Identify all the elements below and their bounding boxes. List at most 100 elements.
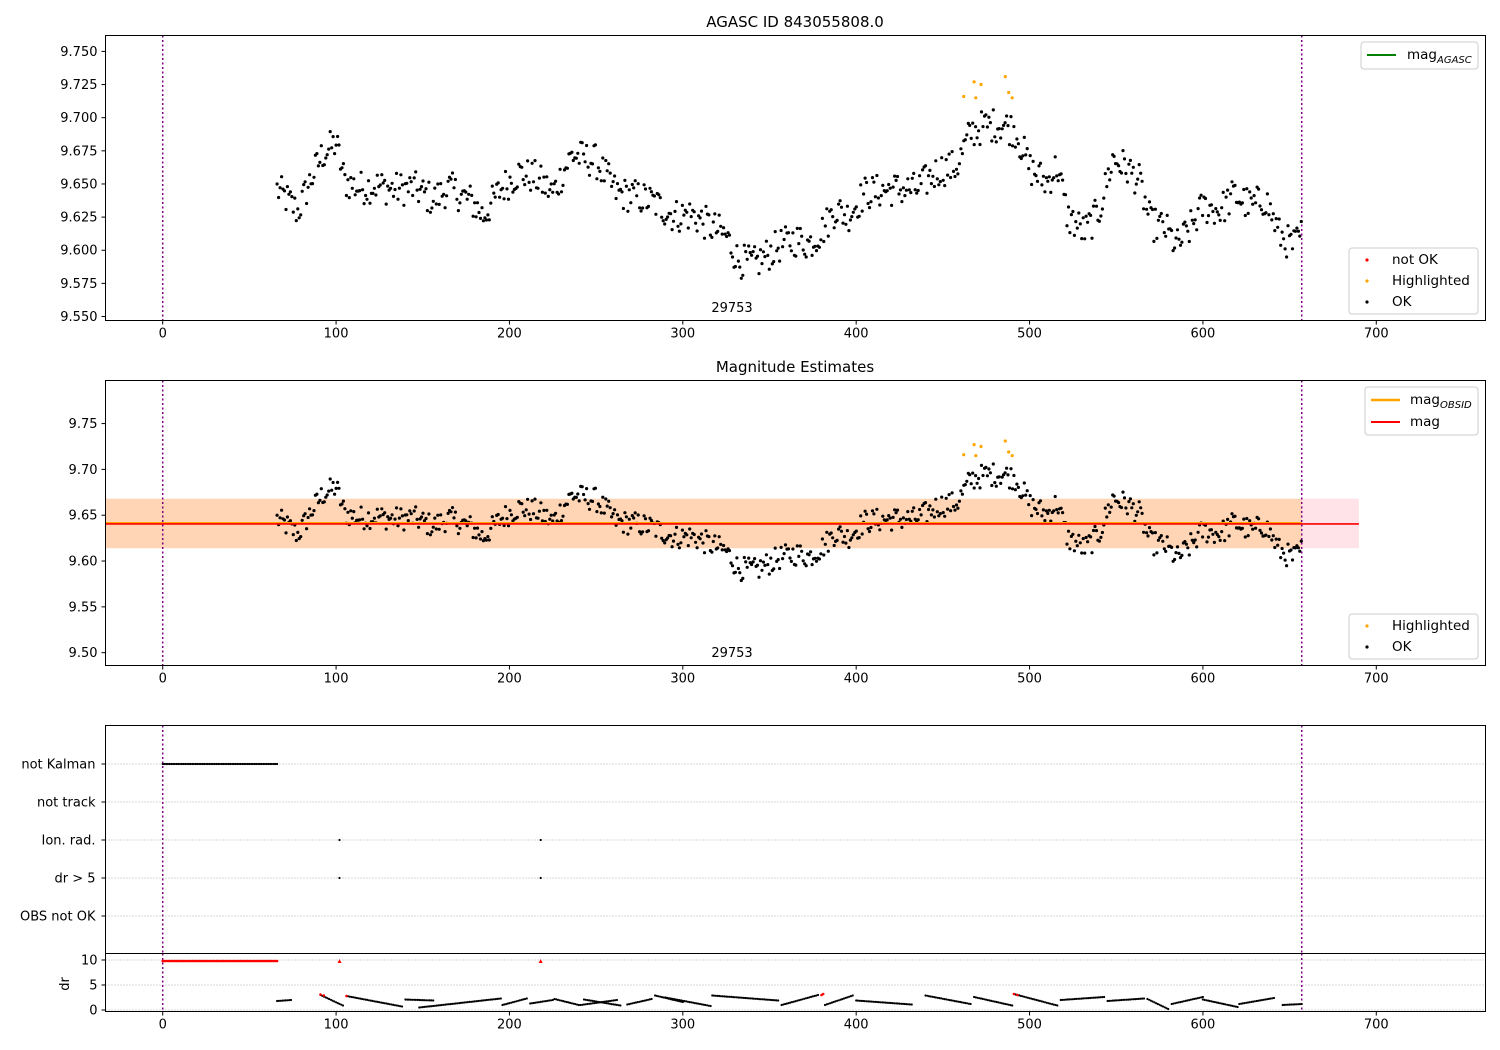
dr-point — [813, 994, 816, 998]
ok-point — [898, 188, 903, 192]
dr-point — [511, 1001, 514, 1004]
flag-event-point — [210, 762, 213, 766]
dr-point — [362, 998, 365, 1001]
ok-point — [1128, 497, 1132, 501]
agasc-obsid-annotation: 29753 — [711, 301, 752, 316]
ok-point — [1257, 517, 1261, 521]
ok-point — [891, 515, 895, 520]
ok-point — [1299, 219, 1303, 224]
ok-point — [639, 209, 643, 213]
ok-point — [809, 550, 813, 554]
ok-point — [1156, 218, 1160, 222]
ok-point — [1143, 195, 1147, 199]
dr-clipped-point — [223, 959, 227, 963]
ok-point — [308, 507, 312, 511]
ok-point — [1192, 541, 1196, 545]
ok-point — [954, 503, 959, 507]
ok-point — [753, 557, 757, 561]
ok-point — [1049, 190, 1053, 194]
dr-point — [712, 994, 716, 997]
ok-point — [493, 195, 497, 199]
dr-point — [602, 1001, 605, 1004]
ok-point — [1027, 167, 1031, 171]
ok-point — [290, 195, 294, 199]
ok-point — [729, 561, 733, 565]
dr-point — [1234, 1005, 1237, 1008]
ok-point — [842, 213, 847, 217]
legend-ok-marker — [1365, 645, 1369, 649]
ok-point — [1041, 508, 1045, 512]
ok-point — [331, 480, 335, 485]
ok-point — [764, 553, 769, 557]
ok-point — [1108, 510, 1112, 514]
dr-point — [350, 995, 353, 999]
dr-point — [387, 1002, 390, 1006]
ok-point — [664, 217, 668, 221]
ok-point — [654, 534, 658, 538]
ok-point — [801, 248, 805, 252]
ok-point — [888, 516, 892, 520]
ok-point — [720, 548, 724, 552]
dr-point — [617, 1004, 620, 1007]
ok-point — [782, 237, 786, 242]
ok-point — [1016, 485, 1021, 489]
ok-point — [1173, 246, 1177, 250]
ok-point — [1125, 180, 1129, 184]
ok-point — [336, 480, 340, 484]
ok-point — [520, 502, 524, 506]
flag-event-point — [239, 762, 242, 766]
dr-point — [744, 996, 747, 1000]
ok-point — [863, 176, 867, 180]
dr-point — [882, 1001, 886, 1004]
ok-point — [670, 228, 674, 232]
ok-point — [1063, 193, 1068, 197]
ok-point — [657, 193, 661, 197]
dr-point — [496, 997, 499, 1001]
dr-clipped-marker — [337, 959, 342, 963]
dr-point — [1137, 997, 1140, 1001]
ok-point — [1227, 534, 1231, 538]
ok-point — [778, 259, 782, 263]
ok-point — [1094, 529, 1099, 533]
ok-point — [1000, 127, 1004, 131]
ok-point — [642, 183, 646, 187]
dr-point — [631, 1002, 634, 1005]
dr-point — [1078, 997, 1081, 1000]
ok-point — [557, 192, 561, 196]
ok-point — [663, 541, 667, 545]
ok-point — [1139, 506, 1143, 510]
ok-point — [601, 156, 605, 160]
ok-point — [971, 471, 975, 475]
ok-point — [1245, 187, 1249, 191]
highlighted-point — [1007, 90, 1011, 95]
ok-point — [470, 193, 474, 197]
dr-point — [1174, 1002, 1177, 1005]
ok-point — [381, 181, 385, 185]
dr-point — [726, 995, 730, 998]
ok-point — [284, 531, 288, 535]
category-label: OBS not OK — [20, 910, 96, 925]
dr-flagged-point — [319, 993, 322, 996]
ok-point — [688, 202, 692, 206]
dr-point — [626, 1003, 629, 1006]
dr-point — [832, 1000, 835, 1004]
ok-point — [820, 216, 825, 220]
legend-mag-obsid-label: magOBSID — [1410, 392, 1472, 411]
ok-point — [1280, 546, 1284, 551]
ok-point — [636, 513, 640, 517]
ok-point — [537, 509, 542, 513]
ok-point — [468, 515, 472, 519]
ok-point — [775, 249, 779, 253]
ok-point — [1109, 170, 1113, 174]
dr-point — [504, 1003, 508, 1006]
dr-point — [948, 999, 951, 1002]
x-tick-label: 400 — [844, 327, 869, 342]
flag-event-point — [270, 762, 273, 766]
dr-point — [660, 996, 664, 999]
ok-point — [1127, 500, 1131, 504]
ok-point — [1258, 528, 1262, 533]
ok-point — [1180, 240, 1184, 244]
ok-point — [346, 510, 350, 514]
ok-point — [711, 220, 715, 224]
